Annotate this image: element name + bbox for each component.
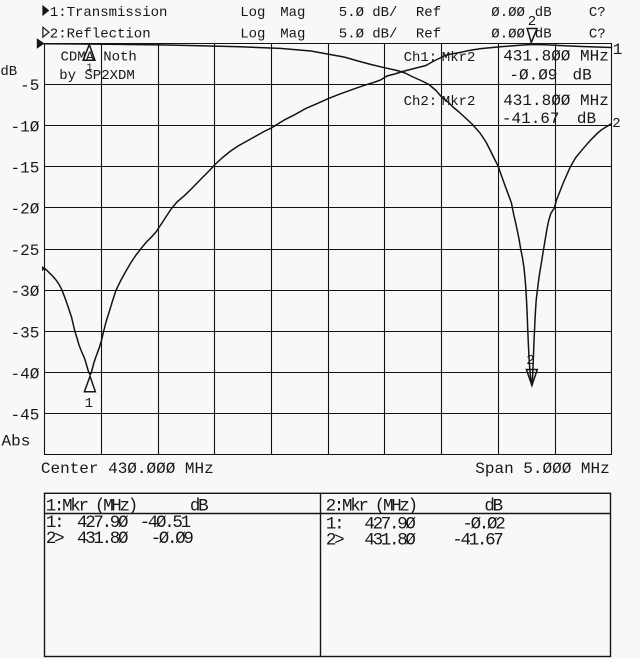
svg-text:dB: dB xyxy=(535,5,552,21)
svg-text:Mkr2: Mkr2 xyxy=(442,50,476,66)
svg-text:Ch1:: Ch1: xyxy=(404,50,438,66)
svg-text:-3Ø: -3Ø xyxy=(10,283,39,301)
svg-text:Log: Log xyxy=(240,5,265,21)
svg-text:1:: 1: xyxy=(326,514,342,534)
svg-text:431.8Ø: 431.8Ø xyxy=(364,530,415,550)
svg-text:by SP2XDM: by SP2XDM xyxy=(59,68,135,84)
svg-text:Mkr2: Mkr2 xyxy=(442,94,476,110)
svg-text:Ch2:: Ch2: xyxy=(404,94,438,110)
svg-text:Abs: Abs xyxy=(2,432,31,450)
svg-text:Noth: Noth xyxy=(103,50,137,66)
svg-text:-15: -15 xyxy=(10,160,39,178)
svg-text:-Ø.Ø9: -Ø.Ø9 xyxy=(151,529,194,549)
svg-text:CDMA: CDMA xyxy=(61,50,95,66)
svg-text:C?: C? xyxy=(589,5,606,21)
svg-text:Ref: Ref xyxy=(416,5,441,21)
svg-text:-35: -35 xyxy=(10,324,39,342)
svg-text:1:: 1: xyxy=(46,513,62,533)
svg-text:2: 2 xyxy=(612,116,620,132)
svg-text:431.8ØØ MHz: 431.8ØØ MHz xyxy=(503,92,609,110)
svg-text:2>: 2> xyxy=(326,530,344,550)
svg-text:-5: -5 xyxy=(20,77,39,95)
svg-text:-41.67: -41.67 xyxy=(502,110,560,128)
svg-text:-41.67: -41.67 xyxy=(452,530,503,550)
svg-text:-4Ø.51: -4Ø.51 xyxy=(140,513,191,533)
svg-text:C?: C? xyxy=(589,26,606,42)
svg-text:Span 5.ØØØ MHz: Span 5.ØØØ MHz xyxy=(475,460,609,478)
svg-text:dB: dB xyxy=(190,496,208,516)
svg-text:Ref: Ref xyxy=(416,26,441,42)
svg-text:dB/: dB/ xyxy=(372,26,397,42)
svg-text:2:Mkr (MHz): 2:Mkr (MHz) xyxy=(326,496,416,516)
svg-text:-1Ø: -1Ø xyxy=(10,118,39,136)
svg-text:Ø.ØØ: Ø.ØØ xyxy=(491,26,525,42)
svg-text:Ø.ØØ: Ø.ØØ xyxy=(491,5,525,21)
svg-text:5.Ø: 5.Ø xyxy=(339,26,364,42)
svg-text:1:Transmission: 1:Transmission xyxy=(50,5,168,21)
svg-text:dB: dB xyxy=(484,496,502,516)
svg-text:1: 1 xyxy=(87,63,93,74)
svg-text:-4Ø: -4Ø xyxy=(10,366,39,384)
svg-text:-2Ø: -2Ø xyxy=(10,201,39,219)
svg-text:-45: -45 xyxy=(10,407,39,425)
svg-text:431.8Ø: 431.8Ø xyxy=(77,529,128,549)
svg-text:Mag: Mag xyxy=(280,5,305,21)
svg-text:dB/: dB/ xyxy=(372,5,397,21)
svg-text:2: 2 xyxy=(528,14,536,30)
svg-text:Log: Log xyxy=(240,26,265,42)
svg-text:Center 43Ø.ØØØ MHz: Center 43Ø.ØØØ MHz xyxy=(41,460,214,478)
svg-text:-Ø.Ø2: -Ø.Ø2 xyxy=(462,514,505,534)
svg-text:dB: dB xyxy=(0,64,17,80)
svg-text:Mag: Mag xyxy=(280,26,305,42)
svg-text:dB: dB xyxy=(535,26,552,42)
svg-text:1:Mkr (MHz): 1:Mkr (MHz) xyxy=(46,496,136,516)
svg-text:2:Reflection: 2:Reflection xyxy=(50,26,151,42)
svg-text:dB: dB xyxy=(577,110,596,128)
svg-text:2: 2 xyxy=(526,353,534,369)
svg-text:427.9Ø: 427.9Ø xyxy=(77,513,128,533)
svg-text:5.Ø: 5.Ø xyxy=(339,5,364,21)
svg-text:-25: -25 xyxy=(10,242,39,260)
svg-text:dB: dB xyxy=(573,66,592,84)
svg-text:427.9Ø: 427.9Ø xyxy=(364,514,415,534)
svg-text:1: 1 xyxy=(85,396,93,412)
svg-text:1: 1 xyxy=(613,41,623,59)
svg-text:2>: 2> xyxy=(46,529,64,549)
svg-text:431.8ØØ MHz: 431.8ØØ MHz xyxy=(503,48,609,66)
svg-text:-Ø.Ø9: -Ø.Ø9 xyxy=(509,66,557,84)
